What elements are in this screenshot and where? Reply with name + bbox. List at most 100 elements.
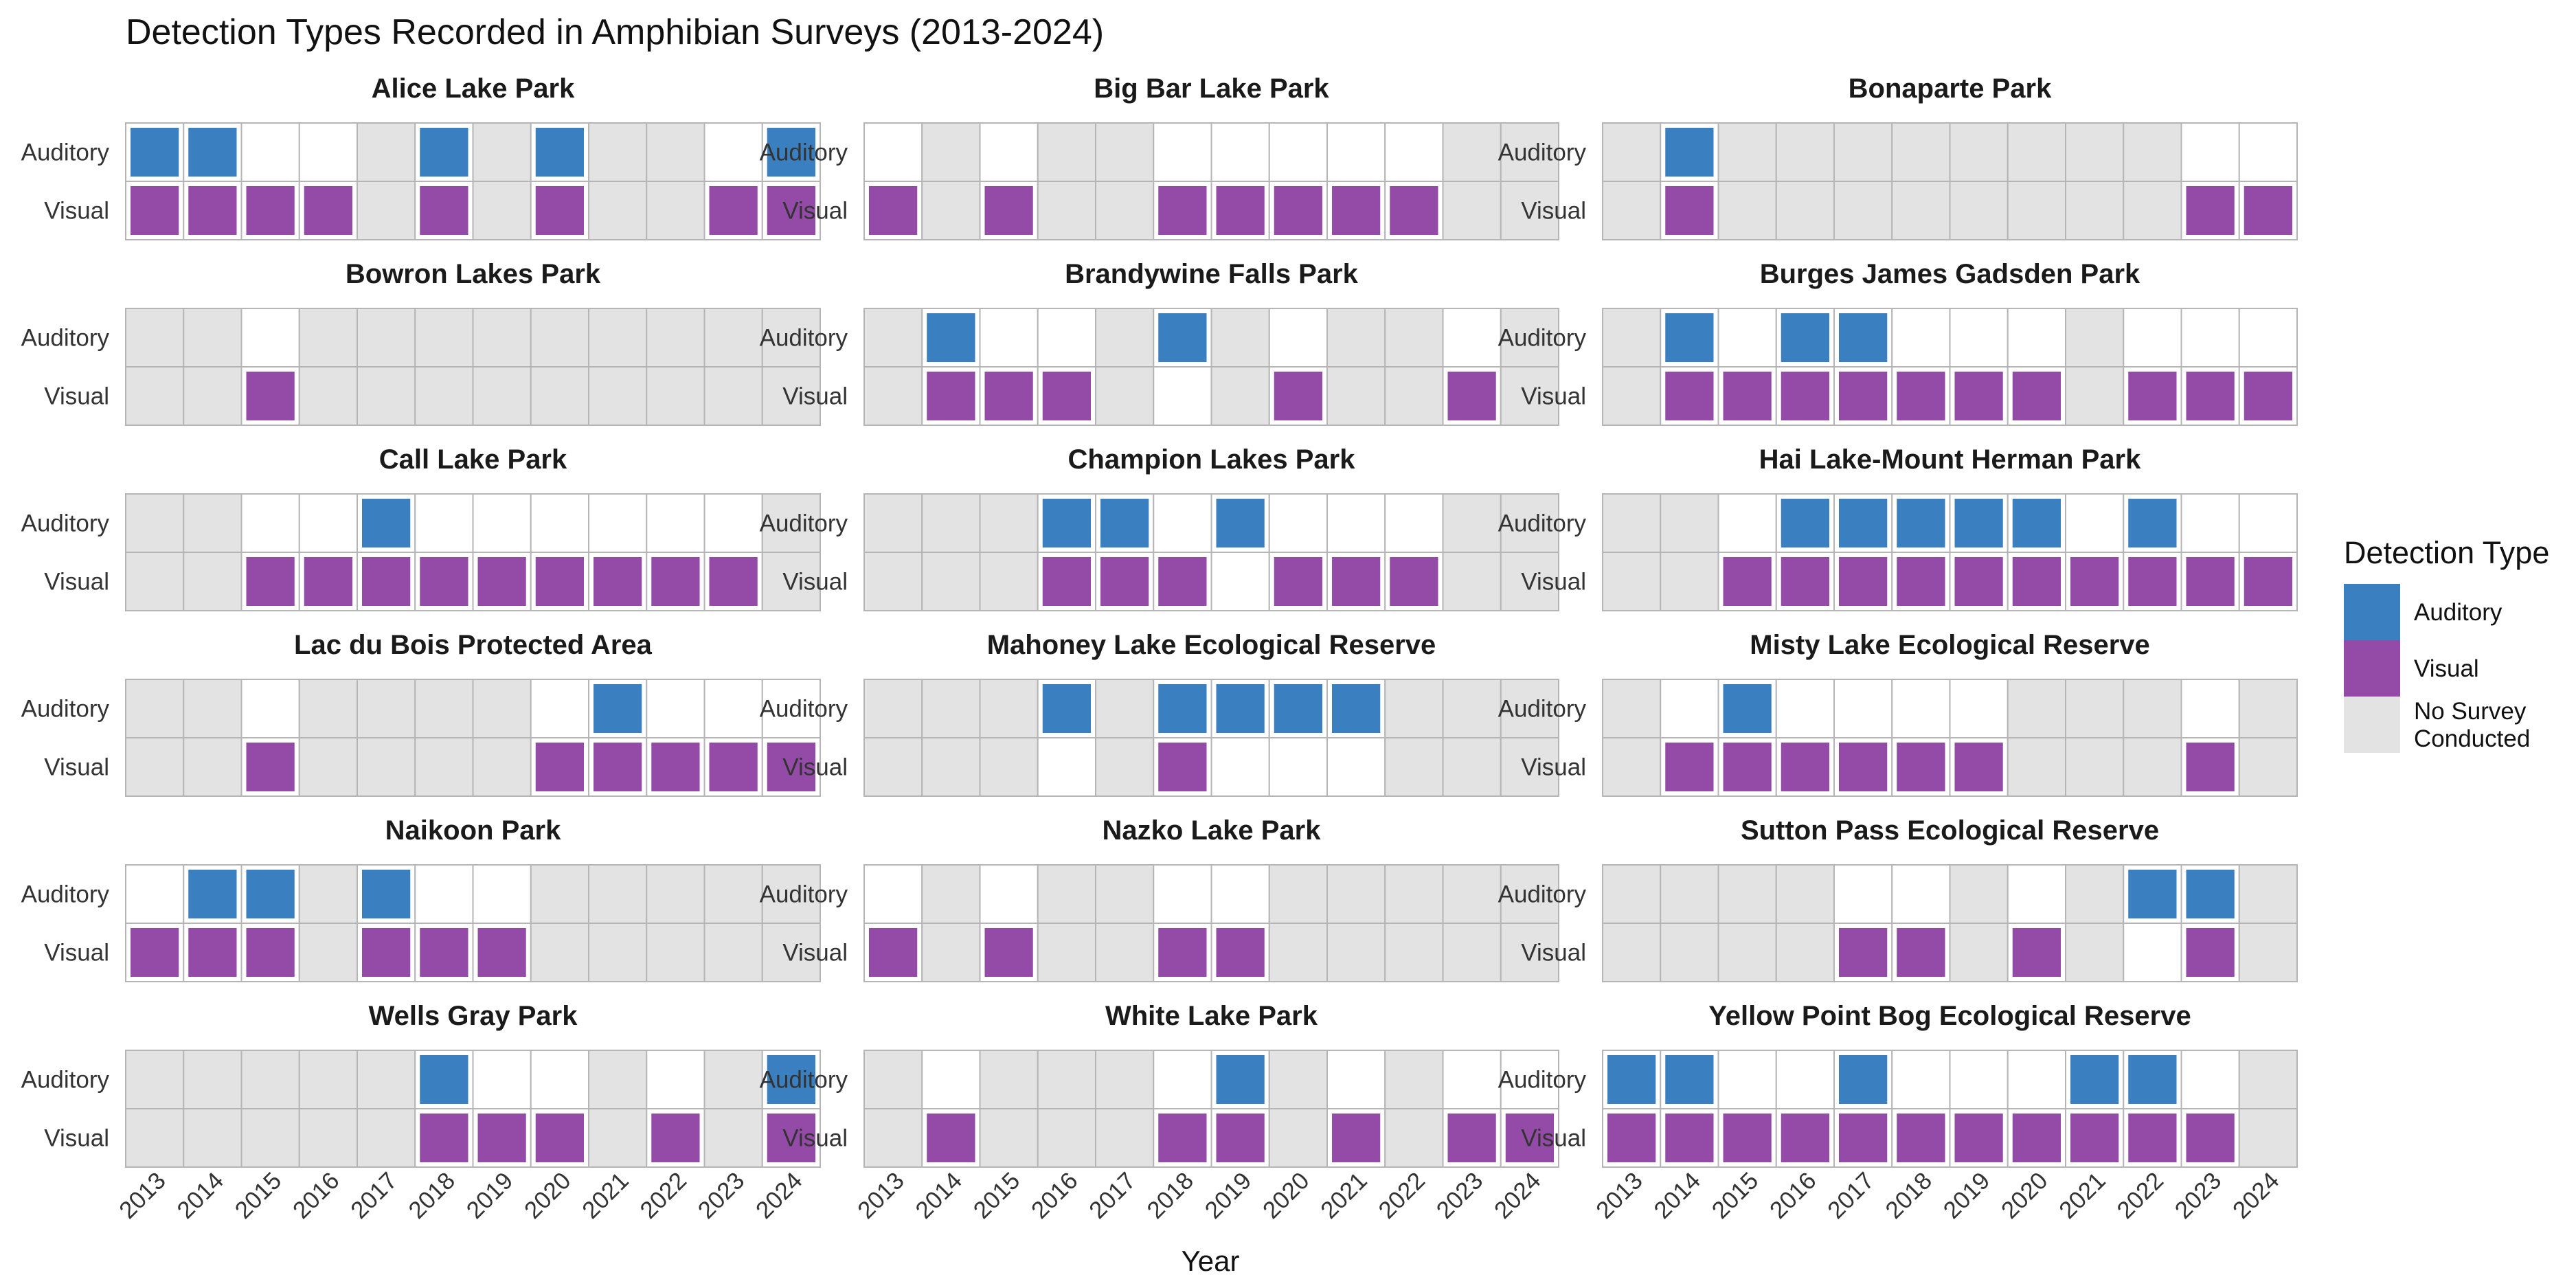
auditory-detection-mark: [535, 128, 584, 177]
visual-detection-mark: [709, 557, 758, 606]
visual-detection-mark: [1723, 372, 1772, 420]
no-survey-cell: [1500, 181, 1559, 240]
heat-cell: [2123, 308, 2182, 368]
no-survey-cell: [1602, 552, 1662, 611]
visual-detection-mark: [1216, 928, 1265, 977]
heat-cell: [2238, 308, 2298, 368]
no-survey-cell: [979, 493, 1039, 553]
heat-cell: [1891, 864, 1951, 924]
no-survey-cell: [1833, 181, 1893, 240]
heat-cell: [530, 1050, 589, 1109]
no-survey-cell: [1384, 679, 1444, 738]
row-label: Auditory: [21, 1067, 110, 1094]
row-label: Auditory: [21, 325, 110, 352]
visual-detection-mark: [2070, 557, 2119, 606]
visual-detection-mark: [1723, 743, 1772, 791]
visual-detection-mark: [1723, 1114, 1772, 1162]
panel-border: [863, 864, 1559, 982]
visual-detection-mark: [1723, 557, 1772, 606]
x-tick-label: 2018: [1142, 1167, 1199, 1224]
no-survey-cell: [1095, 923, 1155, 982]
x-tick-label: 2015: [1707, 1167, 1764, 1224]
row-label: Visual: [782, 569, 848, 596]
no-survey-cell: [1095, 308, 1155, 368]
visual-detection-mark: [2186, 186, 2235, 235]
no-survey-cell: [1095, 1108, 1155, 1168]
no-survey-cell: [863, 308, 923, 368]
no-survey-cell: [357, 737, 416, 797]
visual-detection-mark: [2012, 372, 2061, 420]
panel-title: Brandywine Falls Park: [1065, 259, 1359, 289]
no-survey-cell: [863, 366, 923, 426]
no-survey-cell: [125, 1050, 185, 1109]
heat-cell: [240, 308, 300, 368]
auditory-detection-mark: [1042, 499, 1091, 547]
visual-detection-mark: [1954, 372, 2003, 420]
auditory-detection-mark: [420, 128, 468, 177]
no-survey-cell: [703, 1108, 763, 1168]
no-survey-cell: [1210, 308, 1270, 368]
no-survey-cell: [1602, 923, 1662, 982]
no-survey-cell: [183, 493, 242, 553]
visual-detection-mark: [304, 186, 352, 235]
heat-cell: [1268, 493, 1328, 553]
visual-detection-mark: [594, 557, 642, 606]
panel-title: Lac du Bois Protected Area: [294, 630, 653, 660]
auditory-detection-mark: [1781, 499, 1829, 547]
no-survey-cell: [1384, 308, 1444, 368]
row-label: Auditory: [1498, 1067, 1587, 1094]
no-survey-cell: [1037, 181, 1096, 240]
panel-border: [125, 493, 821, 611]
row-label: Visual: [782, 198, 848, 225]
heat-cell: [2123, 923, 2182, 982]
no-survey-cell: [1442, 552, 1502, 611]
visual-detection-mark: [420, 928, 468, 977]
panel-title: Nazko Lake Park: [1103, 815, 1322, 846]
row-label: Visual: [1521, 383, 1586, 410]
no-survey-cell: [2065, 923, 2125, 982]
x-tick-label: 2020: [1258, 1167, 1315, 1224]
heat-cell: [863, 864, 923, 924]
row-label: Visual: [1521, 198, 1586, 225]
visual-detection-mark: [1274, 372, 1322, 420]
no-survey-cell: [183, 1108, 242, 1168]
facet-panel: Lac du Bois Protected Area Auditory Visual: [21, 630, 821, 797]
no-survey-cell: [1326, 864, 1386, 924]
x-tick-label: 2018: [403, 1167, 460, 1224]
panel-border: [125, 679, 821, 797]
visual-detection-mark: [2244, 557, 2292, 606]
no-survey-cell: [979, 552, 1039, 611]
no-survey-cell: [183, 679, 242, 738]
no-survey-cell: [588, 864, 648, 924]
panel-border: [863, 122, 1559, 240]
visual-detection-mark: [1042, 372, 1091, 420]
no-survey-cell: [588, 181, 648, 240]
auditory-detection-mark: [1839, 1055, 1888, 1104]
x-tick-label: 2024: [1489, 1167, 1546, 1224]
no-survey-cell: [414, 308, 474, 368]
heat-cell: [2238, 493, 2298, 553]
no-survey-cell: [863, 1050, 923, 1109]
visual-detection-mark: [420, 186, 468, 235]
no-survey-cell: [298, 679, 358, 738]
facet-panel: Alice Lake Park Auditory Visual: [21, 74, 821, 240]
heat-cell: [2180, 122, 2240, 182]
visual-detection-mark: [1839, 928, 1888, 977]
facet-panel: Yellow Point Bog Ecological Reserve Audit…: [1498, 1001, 2298, 1224]
x-tick-label: 2013: [114, 1167, 171, 1224]
no-survey-cell: [761, 493, 821, 553]
auditory-detection-mark: [1100, 499, 1149, 547]
legend-label: No Survey Conducted: [2414, 698, 2530, 752]
visual-detection-mark: [2070, 1114, 2119, 1162]
no-survey-cell: [1095, 1050, 1155, 1109]
heat-cell: [1949, 1050, 2009, 1109]
x-tick-label: 2022: [635, 1167, 692, 1224]
facet-panel: Mahoney Lake Ecological Reserve Auditory V…: [760, 630, 1559, 797]
x-tick-label: 2022: [1373, 1167, 1430, 1224]
no-survey-cell: [2238, 864, 2298, 924]
visual-detection-mark: [1158, 186, 1207, 235]
heat-cell: [703, 122, 763, 182]
no-survey-cell: [1095, 122, 1155, 182]
heat-cell: [1384, 493, 1444, 553]
